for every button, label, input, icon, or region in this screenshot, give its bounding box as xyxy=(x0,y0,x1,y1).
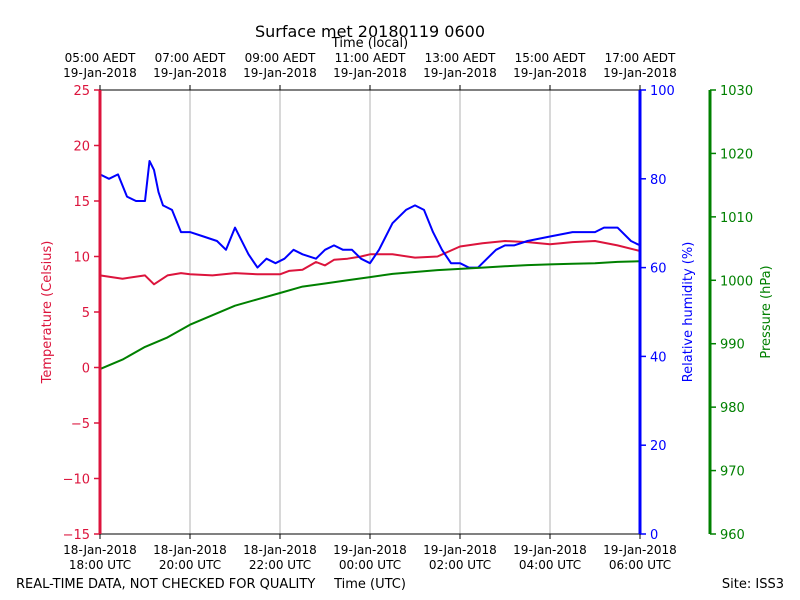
humidity-tick-label: 20 xyxy=(650,439,667,454)
temperature-ticks: 25 20 15 10 5 0 −5 −10 −15 xyxy=(63,84,100,543)
temperature-tick-label: −15 xyxy=(63,528,90,543)
bottom-tick-sublabel: 04:00 UTC xyxy=(519,558,581,572)
bottom-tick-label: 18-Jan-2018 xyxy=(63,543,137,557)
temperature-tick-label: 25 xyxy=(73,84,90,99)
bottom-tick-sublabel: 00:00 UTC xyxy=(339,558,401,572)
grid xyxy=(189,90,551,534)
chart-title: Surface met 20180119 0600 xyxy=(255,22,485,41)
humidity-tick-label: 100 xyxy=(650,84,675,99)
bottom-tick-sublabel: 22:00 UTC xyxy=(249,558,311,572)
top-tick-sublabel: 19-Jan-2018 xyxy=(513,66,587,80)
temperature-series-line xyxy=(99,240,641,286)
temperature-tick-label: 20 xyxy=(73,140,90,155)
pressure-series-line xyxy=(99,260,641,371)
temperature-tick-label: −5 xyxy=(71,417,90,432)
top-tick-sublabel: 19-Jan-2018 xyxy=(63,66,137,80)
bottom-tick-label: 19-Jan-2018 xyxy=(423,543,497,557)
temperature-tick-label: 0 xyxy=(82,362,90,377)
humidity-ticks: 100 80 60 40 20 0 xyxy=(640,84,675,543)
top-tick-sublabel: 19-Jan-2018 xyxy=(423,66,497,80)
bottom-tick-label: 19-Jan-2018 xyxy=(333,543,407,557)
pressure-tick-label: 990 xyxy=(720,338,745,353)
bottom-tick-label: 19-Jan-2018 xyxy=(513,543,587,557)
series-layer xyxy=(99,160,641,371)
humidity-tick-label: 60 xyxy=(650,262,667,277)
top-tick-label: 13:00 AEDT xyxy=(425,51,496,65)
pressure-axis-label: Pressure (hPa) xyxy=(759,265,774,358)
temperature-tick-label: −10 xyxy=(63,473,90,488)
pressure-tick-label: 1020 xyxy=(720,147,753,162)
bottom-tick-sublabel: 18:00 UTC xyxy=(69,558,131,572)
temperature-tick-label: 5 xyxy=(82,306,90,321)
bottom-tick-sublabel: 20:00 UTC xyxy=(159,558,221,572)
pressure-tick-label: 980 xyxy=(720,401,745,416)
top-tick-sublabel: 19-Jan-2018 xyxy=(333,66,407,80)
pressure-tick-label: 1030 xyxy=(720,84,753,99)
bottom-tick-sublabel: 02:00 UTC xyxy=(429,558,491,572)
top-tick-sublabel: 19-Jan-2018 xyxy=(603,66,677,80)
site-label: Site: ISS3 xyxy=(722,577,784,592)
bottom-tick-sublabel: 06:00 UTC xyxy=(609,558,671,572)
bottom-tick-label: 18-Jan-2018 xyxy=(243,543,317,557)
bottom-axis-label: Time (UTC) xyxy=(333,577,406,592)
pressure-ticks: 1030 1020 1010 1000 990 980 970 960 xyxy=(710,84,753,543)
humidity-tick-label: 40 xyxy=(650,350,667,365)
humidity-axis-label: Relative humidity (%) xyxy=(681,242,696,383)
top-tick-label: 15:00 AEDT xyxy=(515,51,586,65)
top-tick-label: 09:00 AEDT xyxy=(245,51,316,65)
humidity-tick-label: 80 xyxy=(650,173,667,188)
pressure-tick-label: 970 xyxy=(720,465,745,480)
top-axis-label: Time (local) xyxy=(331,36,408,51)
humidity-series-line xyxy=(99,160,641,269)
humidity-tick-label: 0 xyxy=(650,528,658,543)
pressure-tick-label: 1000 xyxy=(720,274,753,289)
temperature-axis-label: Temperature (Celsius) xyxy=(40,241,55,385)
temperature-tick-label: 15 xyxy=(73,195,90,210)
top-tick-label: 17:00 AEDT xyxy=(605,51,676,65)
top-tick-label: 05:00 AEDT xyxy=(65,51,136,65)
bottom-tick-label: 18-Jan-2018 xyxy=(153,543,227,557)
temperature-tick-label: 10 xyxy=(73,251,90,266)
top-tick-label: 11:00 AEDT xyxy=(335,51,406,65)
bottom-tick-label: 19-Jan-2018 xyxy=(603,543,677,557)
top-tick-sublabel: 19-Jan-2018 xyxy=(153,66,227,80)
top-tick-sublabel: 19-Jan-2018 xyxy=(243,66,317,80)
pressure-tick-label: 1010 xyxy=(720,211,753,226)
pressure-tick-label: 960 xyxy=(720,528,745,543)
quality-disclaimer: REAL-TIME DATA, NOT CHECKED FOR QUALITY xyxy=(16,577,315,592)
top-tick-label: 07:00 AEDT xyxy=(155,51,226,65)
